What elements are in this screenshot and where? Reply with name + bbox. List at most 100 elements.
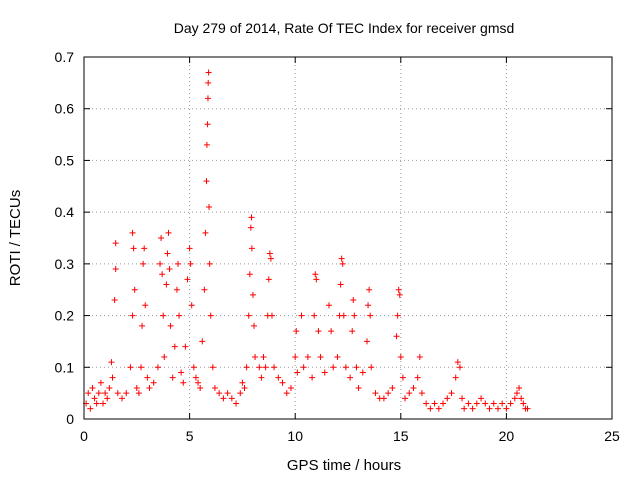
data-point-marker bbox=[220, 395, 227, 402]
data-point-marker bbox=[292, 353, 299, 360]
data-point-marker bbox=[102, 390, 109, 397]
data-point-marker bbox=[97, 379, 104, 386]
data-point-marker bbox=[513, 390, 520, 397]
data-point-marker bbox=[440, 400, 447, 407]
data-point-marker bbox=[271, 364, 278, 371]
data-point-marker bbox=[140, 260, 147, 267]
data-point-marker bbox=[157, 260, 164, 267]
data-point-marker bbox=[204, 95, 211, 102]
data-point-marker bbox=[150, 379, 157, 386]
data-point-marker bbox=[328, 328, 335, 335]
data-point-marker bbox=[249, 291, 256, 298]
data-point-marker bbox=[304, 353, 311, 360]
data-point-marker bbox=[164, 250, 171, 257]
data-point-marker bbox=[206, 203, 213, 210]
data-point-marker bbox=[473, 400, 480, 407]
data-point-marker bbox=[248, 245, 255, 252]
data-point-marker bbox=[380, 395, 387, 402]
data-point-marker bbox=[461, 405, 468, 412]
plot-frame bbox=[83, 56, 613, 420]
data-point-marker bbox=[367, 312, 374, 319]
data-point-marker bbox=[123, 390, 130, 397]
data-point-marker bbox=[252, 353, 259, 360]
data-point-marker bbox=[499, 400, 506, 407]
data-point-marker bbox=[199, 338, 206, 345]
data-point-marker bbox=[173, 286, 180, 293]
data-point-marker bbox=[265, 276, 272, 283]
data-point-marker bbox=[478, 395, 485, 402]
data-point-marker bbox=[298, 312, 305, 319]
data-point-marker bbox=[397, 353, 404, 360]
data-point-marker bbox=[251, 322, 258, 329]
data-point-marker bbox=[87, 405, 94, 412]
x-tick-label: 25 bbox=[604, 428, 620, 444]
data-point-marker bbox=[395, 286, 402, 293]
data-point-marker bbox=[144, 374, 151, 381]
data-point-marker bbox=[414, 374, 421, 381]
data-point-marker bbox=[201, 286, 208, 293]
data-point-marker bbox=[427, 405, 434, 412]
data-point-marker bbox=[393, 333, 400, 340]
data-point-marker bbox=[100, 400, 107, 407]
y-tick-label: 0.3 bbox=[55, 256, 75, 272]
data-point-marker bbox=[171, 343, 178, 350]
data-point-marker bbox=[141, 245, 148, 252]
y-tick-label: 0.1 bbox=[55, 359, 75, 375]
data-point-marker bbox=[334, 353, 341, 360]
data-point-marker bbox=[342, 364, 349, 371]
data-point-marker bbox=[416, 353, 423, 360]
data-point-marker bbox=[313, 276, 320, 283]
data-point-marker bbox=[211, 384, 218, 391]
data-point-marker bbox=[435, 405, 442, 412]
data-point-marker bbox=[368, 364, 375, 371]
data-point-marker bbox=[109, 374, 116, 381]
data-point-marker bbox=[444, 395, 451, 402]
data-point-marker bbox=[275, 374, 282, 381]
data-point-marker bbox=[187, 260, 194, 267]
data-point-marker bbox=[159, 271, 166, 278]
data-point-marker bbox=[129, 312, 136, 319]
data-point-marker bbox=[364, 338, 371, 345]
data-point-marker bbox=[389, 384, 396, 391]
data-point-marker bbox=[248, 214, 255, 221]
data-point-marker bbox=[207, 312, 214, 319]
chart-title: Day 279 of 2014, Rate Of TEC Index for r… bbox=[174, 20, 515, 36]
data-point-marker bbox=[146, 384, 153, 391]
data-point-marker bbox=[338, 255, 345, 262]
data-point-marker bbox=[205, 79, 212, 86]
data-point-marker bbox=[112, 266, 119, 273]
data-point-marker bbox=[459, 395, 466, 402]
data-point-marker bbox=[176, 312, 183, 319]
data-point-marker bbox=[520, 400, 527, 407]
data-point-marker bbox=[186, 245, 193, 252]
data-point-marker bbox=[154, 364, 161, 371]
data-point-marker bbox=[203, 178, 210, 185]
data-point-marker bbox=[192, 374, 199, 381]
y-tick-label: 0.7 bbox=[55, 49, 75, 65]
data-points bbox=[83, 69, 531, 412]
data-point-marker bbox=[402, 395, 409, 402]
data-point-marker bbox=[237, 390, 244, 397]
data-point-marker bbox=[104, 395, 111, 402]
data-point-marker bbox=[258, 374, 265, 381]
x-tick-label: 5 bbox=[186, 428, 194, 444]
data-point-marker bbox=[315, 328, 322, 335]
data-point-marker bbox=[294, 369, 301, 376]
data-point-marker bbox=[243, 364, 250, 371]
data-point-marker bbox=[394, 312, 401, 319]
data-point-marker bbox=[524, 405, 531, 412]
data-point-marker bbox=[518, 395, 525, 402]
data-point-marker bbox=[410, 384, 417, 391]
data-point-marker bbox=[399, 374, 406, 381]
data-point-marker bbox=[279, 379, 286, 386]
axis-ticks: 0 5 10 15 20 25 0 0.1 0.2 0.3 0.4 0.5 0.6 0.7 bbox=[55, 49, 620, 444]
data-point-marker bbox=[355, 384, 362, 391]
y-tick-label: 0.4 bbox=[55, 204, 75, 220]
data-point-marker bbox=[246, 271, 253, 278]
y-tick-label: 0.6 bbox=[55, 101, 75, 117]
data-point-marker bbox=[325, 302, 332, 309]
data-point-marker bbox=[365, 302, 372, 309]
data-point-marker bbox=[165, 229, 172, 236]
data-point-marker bbox=[337, 281, 344, 288]
